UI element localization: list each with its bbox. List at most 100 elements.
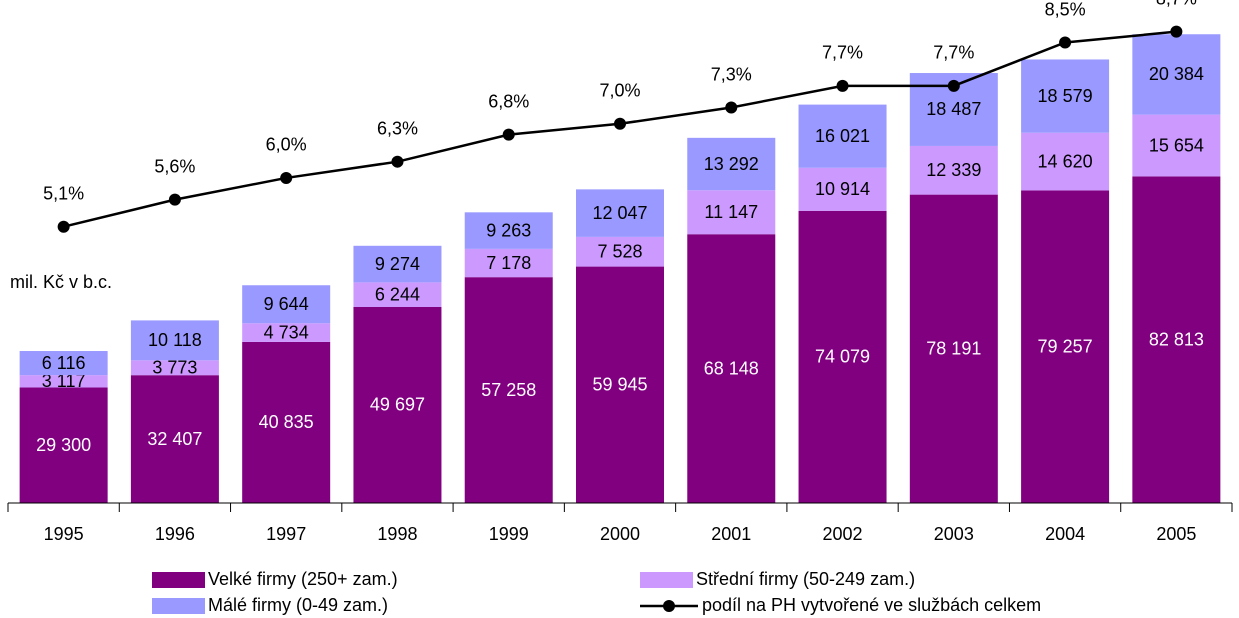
bar-segment: [242, 285, 331, 324]
legend-label: podíl na PH vytvořené ve službách celkem: [702, 595, 1041, 615]
bar-segment: [909, 145, 998, 195]
legend-swatch: [640, 572, 693, 588]
bar-value-label: 18 487: [926, 99, 981, 119]
line-value-label: 7,7%: [933, 43, 974, 63]
bar-segment: [130, 375, 219, 503]
bar-segment: [130, 320, 219, 361]
bar-segment: [576, 189, 664, 237]
line-value-label: 5,1%: [43, 183, 84, 203]
line-value-label: 6,8%: [488, 91, 529, 111]
bar-value-label: 3 117: [42, 371, 86, 391]
x-tick-label: 2000: [600, 524, 640, 544]
line-point: [947, 79, 960, 92]
bar-value-label: 3 773: [152, 357, 197, 377]
legend-swatch: [152, 572, 205, 588]
x-tick-label: 1999: [489, 524, 529, 544]
legend-label: Střední firmy (50-249 zam.): [696, 569, 915, 589]
bar-segment: [1021, 59, 1110, 133]
bar-segment: [1132, 34, 1221, 115]
bar-segment: [1132, 114, 1221, 177]
bar-segment: [19, 375, 108, 388]
bar-value-label: 9 274: [375, 254, 420, 274]
bar-segment: [687, 190, 776, 235]
bar-value-label: 7 178: [486, 253, 531, 273]
x-tick-label: 1996: [155, 524, 195, 544]
bar-value-label: 12 339: [926, 160, 981, 180]
bar-segment: [687, 137, 776, 191]
bar-segment: [353, 245, 442, 283]
line-value-label: 6,3%: [377, 118, 418, 138]
legend-label: Velké firmy (250+ zam.): [208, 569, 398, 589]
line-point: [614, 117, 626, 130]
bar-value-label: 10 914: [815, 179, 870, 199]
line-value-label: 8,5%: [1045, 0, 1086, 19]
bar-value-label: 49 697: [370, 395, 425, 415]
x-tick-label: 1998: [377, 524, 417, 544]
bar-value-label: 9 263: [486, 220, 531, 240]
bar-value-label: 79 257: [1038, 336, 1093, 356]
bar-segment: [353, 306, 442, 503]
bar-value-label: 14 620: [1038, 151, 1093, 171]
bar-value-label: 68 148: [704, 358, 759, 378]
line-point: [1059, 36, 1072, 49]
bar-segment: [1021, 132, 1110, 191]
bar-value-label: 57 258: [481, 380, 536, 400]
bar-segment: [19, 351, 108, 376]
bar-value-label: 6 244: [375, 284, 420, 304]
line-point: [168, 193, 181, 206]
legend-swatch: [152, 598, 205, 614]
bar-segment: [353, 282, 442, 307]
bar-value-label: 10 118: [148, 330, 202, 350]
line-value-label: 8,7%: [1156, 0, 1197, 8]
x-tick-label: 2004: [1045, 524, 1085, 544]
bar-value-label: 32 407: [147, 429, 202, 449]
bar-segment: [242, 341, 331, 503]
bar-value-label: 29 300: [36, 435, 91, 455]
line-point: [57, 220, 70, 233]
bar-value-label: 11 147: [704, 202, 758, 222]
bar-segment: [464, 212, 553, 249]
bar-value-label: 4 734: [264, 322, 309, 342]
bar-value-label: 6 116: [42, 353, 86, 373]
line-value-label: 6,0%: [266, 135, 307, 155]
bar-value-label: 18 579: [1038, 86, 1093, 106]
bar-value-label: 74 079: [815, 347, 870, 367]
x-tick-label: 2002: [823, 524, 863, 544]
line-value-label: 7,0%: [599, 81, 640, 101]
x-tick-label: 2003: [934, 524, 974, 544]
line-value-label: 5,6%: [154, 156, 195, 176]
bar-value-label: 82 813: [1149, 329, 1204, 349]
line-point: [725, 101, 738, 114]
bar-segment: [242, 323, 331, 342]
line-value-label: 7,3%: [711, 64, 752, 84]
line-point: [502, 128, 515, 141]
legend-marker: [663, 600, 675, 612]
line-value-label: 7,7%: [822, 43, 863, 63]
line-point: [280, 171, 293, 184]
bar-value-label: 78 191: [926, 339, 981, 359]
bar-value-label: 15 654: [1149, 135, 1204, 155]
bar-value-label: 20 384: [1149, 64, 1204, 84]
x-tick-label: 2001: [711, 524, 751, 544]
bar-segment: [576, 266, 664, 503]
bar-segment: [1021, 190, 1110, 503]
bar-segment: [798, 104, 887, 168]
bar-segment: [909, 194, 998, 504]
x-tick-label: 2005: [1156, 524, 1196, 544]
bar-segment: [798, 167, 887, 211]
bar-value-label: 13 292: [704, 154, 759, 174]
bar-segment: [1132, 176, 1221, 503]
bar-value-label: 12 047: [592, 203, 647, 223]
bar-value-label: 7 528: [597, 241, 642, 261]
bar-segment: [19, 387, 108, 503]
bar-value-label: 40 835: [259, 412, 314, 432]
line-point: [836, 79, 849, 92]
line-point: [391, 155, 404, 168]
bar-segment: [464, 277, 553, 503]
bar-value-label: 16 021: [815, 126, 870, 146]
x-tick-label: 1995: [44, 524, 84, 544]
line-point: [1170, 25, 1183, 38]
bar-segment: [130, 360, 219, 376]
x-tick-label: 1997: [266, 524, 306, 544]
